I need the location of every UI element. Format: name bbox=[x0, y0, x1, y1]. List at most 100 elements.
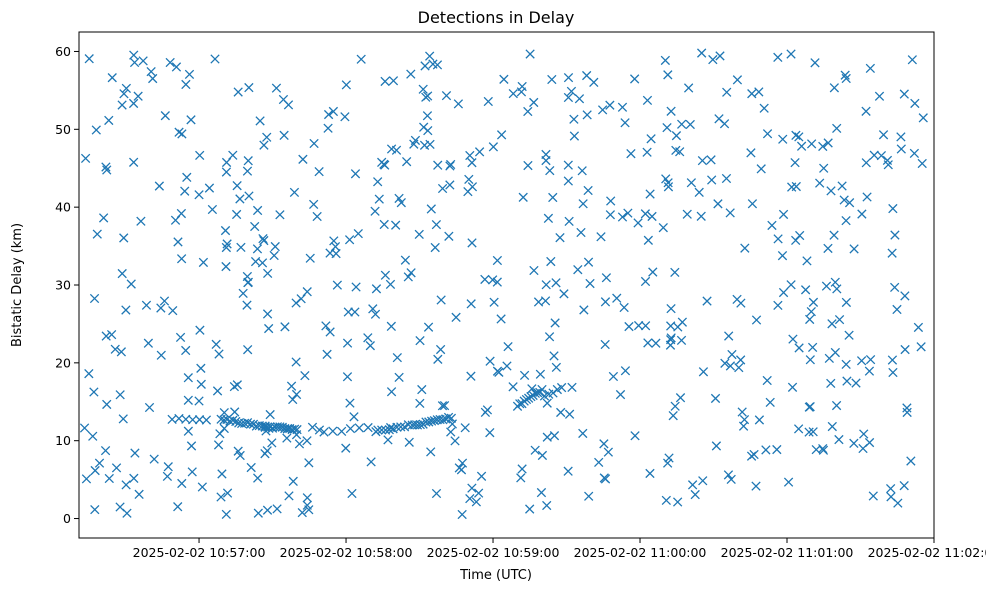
data-point bbox=[664, 453, 674, 463]
data-point bbox=[805, 402, 815, 412]
data-point bbox=[323, 109, 334, 120]
data-point bbox=[177, 129, 187, 139]
data-point bbox=[810, 58, 820, 68]
data-point bbox=[887, 355, 898, 365]
data-point bbox=[422, 91, 433, 101]
data-point bbox=[265, 409, 275, 420]
data-point bbox=[129, 50, 139, 60]
data-point bbox=[647, 211, 657, 222]
data-point bbox=[216, 492, 226, 502]
x-axis-label: Time (UTC) bbox=[459, 568, 532, 583]
data-point bbox=[183, 373, 193, 383]
data-point bbox=[532, 388, 543, 398]
data-point bbox=[118, 414, 128, 424]
data-point bbox=[312, 211, 322, 222]
data-point bbox=[496, 130, 507, 140]
data-point bbox=[298, 154, 308, 164]
data-point bbox=[222, 488, 233, 498]
data-point bbox=[195, 325, 205, 335]
data-point bbox=[585, 278, 595, 289]
data-point bbox=[379, 159, 389, 169]
data-point bbox=[171, 62, 182, 72]
data-point bbox=[721, 173, 732, 184]
data-point bbox=[243, 156, 253, 166]
data-point bbox=[340, 112, 350, 122]
data-point bbox=[567, 382, 577, 393]
data-point bbox=[499, 74, 509, 84]
data-point bbox=[808, 427, 818, 437]
data-point bbox=[451, 312, 461, 322]
data-point bbox=[244, 82, 254, 93]
data-point bbox=[697, 155, 708, 166]
data-point bbox=[525, 504, 535, 514]
data-point bbox=[363, 422, 373, 433]
data-point bbox=[727, 349, 737, 360]
data-point bbox=[136, 216, 146, 226]
data-point bbox=[711, 441, 722, 451]
data-point bbox=[134, 489, 144, 500]
data-point bbox=[447, 419, 457, 429]
data-point bbox=[913, 322, 924, 333]
data-point bbox=[90, 465, 100, 476]
data-point bbox=[696, 211, 706, 221]
data-point bbox=[516, 473, 526, 483]
data-point bbox=[576, 227, 586, 238]
data-point bbox=[865, 354, 876, 365]
y-tick-label: 0 bbox=[63, 511, 71, 526]
data-point bbox=[521, 394, 532, 405]
data-point bbox=[233, 87, 243, 97]
data-point bbox=[314, 425, 325, 435]
data-point bbox=[573, 265, 583, 275]
data-point bbox=[690, 489, 700, 500]
data-point bbox=[523, 106, 533, 117]
data-point bbox=[257, 258, 268, 268]
data-point bbox=[544, 332, 555, 342]
data-point bbox=[350, 169, 361, 179]
data-point bbox=[480, 274, 490, 285]
data-point bbox=[617, 212, 628, 222]
data-point bbox=[815, 178, 825, 188]
data-point bbox=[104, 115, 114, 126]
data-point bbox=[186, 441, 197, 451]
data-point bbox=[827, 421, 837, 432]
data-point bbox=[467, 238, 477, 248]
data-point bbox=[529, 97, 539, 108]
data-point bbox=[319, 427, 329, 437]
data-point bbox=[443, 412, 454, 423]
data-point bbox=[238, 288, 248, 299]
data-point bbox=[296, 294, 306, 304]
data-point bbox=[264, 423, 274, 433]
data-point bbox=[724, 331, 734, 341]
data-point bbox=[380, 425, 391, 435]
data-point bbox=[130, 448, 140, 458]
data-point bbox=[275, 210, 285, 220]
data-point bbox=[243, 345, 253, 355]
data-point bbox=[246, 462, 256, 473]
data-point bbox=[182, 172, 192, 183]
data-point bbox=[706, 155, 716, 165]
data-point bbox=[530, 445, 540, 455]
data-point bbox=[466, 371, 476, 381]
data-point bbox=[463, 186, 473, 197]
data-point bbox=[831, 400, 842, 411]
data-point bbox=[422, 111, 433, 121]
data-point bbox=[805, 314, 815, 325]
data-point bbox=[605, 100, 615, 110]
data-point bbox=[839, 195, 849, 205]
data-point bbox=[89, 387, 99, 397]
data-point bbox=[564, 409, 575, 419]
data-point bbox=[710, 393, 721, 404]
data-point bbox=[271, 83, 282, 93]
data-point bbox=[916, 342, 926, 352]
data-point bbox=[818, 445, 829, 455]
data-point bbox=[403, 272, 413, 282]
data-point bbox=[115, 390, 125, 400]
data-point bbox=[146, 66, 156, 77]
data-point bbox=[385, 422, 396, 433]
data-point bbox=[159, 296, 170, 306]
data-point bbox=[563, 72, 574, 83]
data-point bbox=[563, 176, 573, 186]
data-point bbox=[466, 299, 476, 309]
data-point bbox=[373, 177, 383, 187]
data-point bbox=[370, 309, 381, 319]
